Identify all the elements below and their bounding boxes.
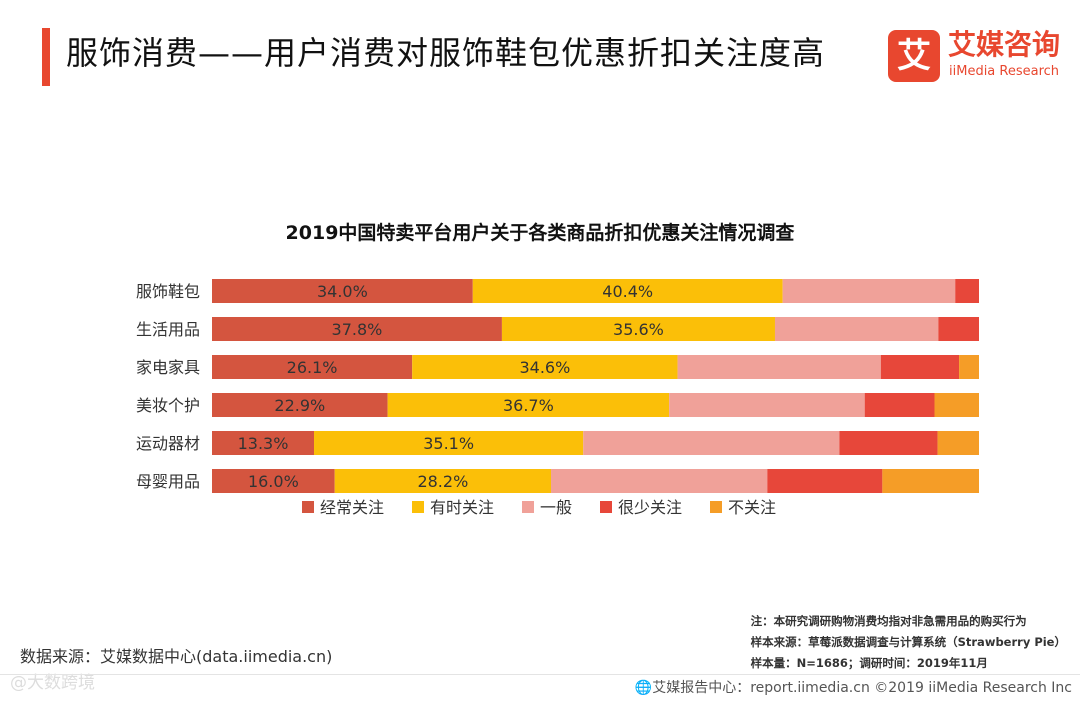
- bar-segment: [551, 469, 768, 493]
- category-label: 运动器材: [136, 434, 200, 453]
- legend-swatch: [412, 501, 424, 513]
- bar-segment: [334, 469, 552, 493]
- data-label: 35.1%: [423, 434, 474, 453]
- logo-chinese-name: 艾媒咨询: [948, 28, 1061, 61]
- chart-title: 2019中国特卖平台用户关于各类商品折扣优惠关注情况调查: [285, 222, 795, 244]
- bar-segment: [880, 355, 960, 379]
- bar-segment: [314, 431, 584, 455]
- legend-swatch: [302, 501, 314, 513]
- data-label: 35.6%: [613, 320, 664, 339]
- bar-segment: [767, 469, 883, 493]
- bar-segment: [412, 355, 678, 379]
- logo-english-name: iiMedia Research: [949, 64, 1060, 79]
- data-label: 36.7%: [503, 396, 554, 415]
- bar-segment: [955, 279, 979, 303]
- bar-segment: [501, 317, 775, 341]
- watermark: @大数跨境: [10, 673, 95, 693]
- data-label: 16.0%: [248, 472, 299, 491]
- bar-segment: [669, 393, 865, 417]
- data-label: 34.0%: [317, 282, 368, 301]
- legend-swatch: [522, 501, 534, 513]
- bar-segment: [937, 431, 979, 455]
- copyright: 🌐艾媒报告中心：report.iimedia.cn ©2019 iiMedia …: [634, 680, 1072, 696]
- bar-segment: [212, 317, 502, 341]
- bar-segment: [212, 469, 335, 493]
- title-accent-bar: [42, 28, 50, 86]
- category-label: 美妆个护: [136, 396, 200, 415]
- legend-label: 有时关注: [430, 498, 494, 517]
- bar-segment: [212, 393, 388, 417]
- page-title: 服饰消费——用户消费对服饰鞋包优惠折扣关注度高: [66, 34, 826, 72]
- bar-segment: [864, 393, 935, 417]
- bar-segment: [839, 431, 938, 455]
- bar-segment: [472, 279, 783, 303]
- bar-segment: [212, 355, 413, 379]
- legend-label: 经常关注: [320, 498, 384, 517]
- stacked-bar-chart: 服饰鞋包 34.0% 40.4% 生活用品 37.8% 35.6% 家电家具 26.1% 34.…: [136, 279, 979, 517]
- bar-segment: [934, 393, 979, 417]
- legend-label: 一般: [540, 498, 572, 517]
- footnote-sample-size: 样本量：N=1686；调研时间：2019年11月: [750, 656, 988, 670]
- footnote-scope: 注：本研究调研购物消费均指对非急需用品的购买行为: [750, 614, 1027, 628]
- bar-segment: [959, 355, 979, 379]
- legend-label: 很少关注: [618, 498, 682, 517]
- footer-divider: [0, 674, 1080, 675]
- data-label: 26.1%: [287, 358, 338, 377]
- bar-segment: [212, 279, 473, 303]
- legend-swatch: [710, 501, 722, 513]
- data-label: 22.9%: [274, 396, 325, 415]
- bar-segment: [583, 431, 840, 455]
- bar-segment: [212, 431, 315, 455]
- bar-segment: [882, 469, 979, 493]
- footnote-sample-source: 样本来源：草莓派数据调查与计算系统（Strawberry Pie）: [750, 635, 1066, 649]
- bar-segment: [782, 279, 956, 303]
- logo-mark-icon: 艾: [888, 30, 940, 82]
- bar-segment: [677, 355, 881, 379]
- footnotes: 注：本研究调研购物消费均指对非急需用品的购买行为 样本来源：草莓派数据调查与计算…: [751, 611, 1066, 674]
- data-label: 13.3%: [238, 434, 289, 453]
- legend-label: 不关注: [728, 498, 776, 517]
- bar-segment: [774, 317, 939, 341]
- data-source: 数据来源：艾媒数据中心(data.iimedia.cn): [20, 647, 333, 666]
- bar-segment: [387, 393, 670, 417]
- category-label: 母婴用品: [136, 472, 200, 491]
- data-label: 28.2%: [417, 472, 468, 491]
- data-label: 40.4%: [602, 282, 653, 301]
- data-label: 34.6%: [519, 358, 570, 377]
- brand-logo: 艾 艾媒咨询 iiMedia Research: [888, 28, 1068, 86]
- data-label: 37.8%: [332, 320, 383, 339]
- category-label: 服饰鞋包: [136, 282, 200, 301]
- category-label: 家电家具: [136, 358, 200, 377]
- category-label: 生活用品: [136, 320, 200, 339]
- legend-swatch: [600, 501, 612, 513]
- bar-segment: [938, 317, 979, 341]
